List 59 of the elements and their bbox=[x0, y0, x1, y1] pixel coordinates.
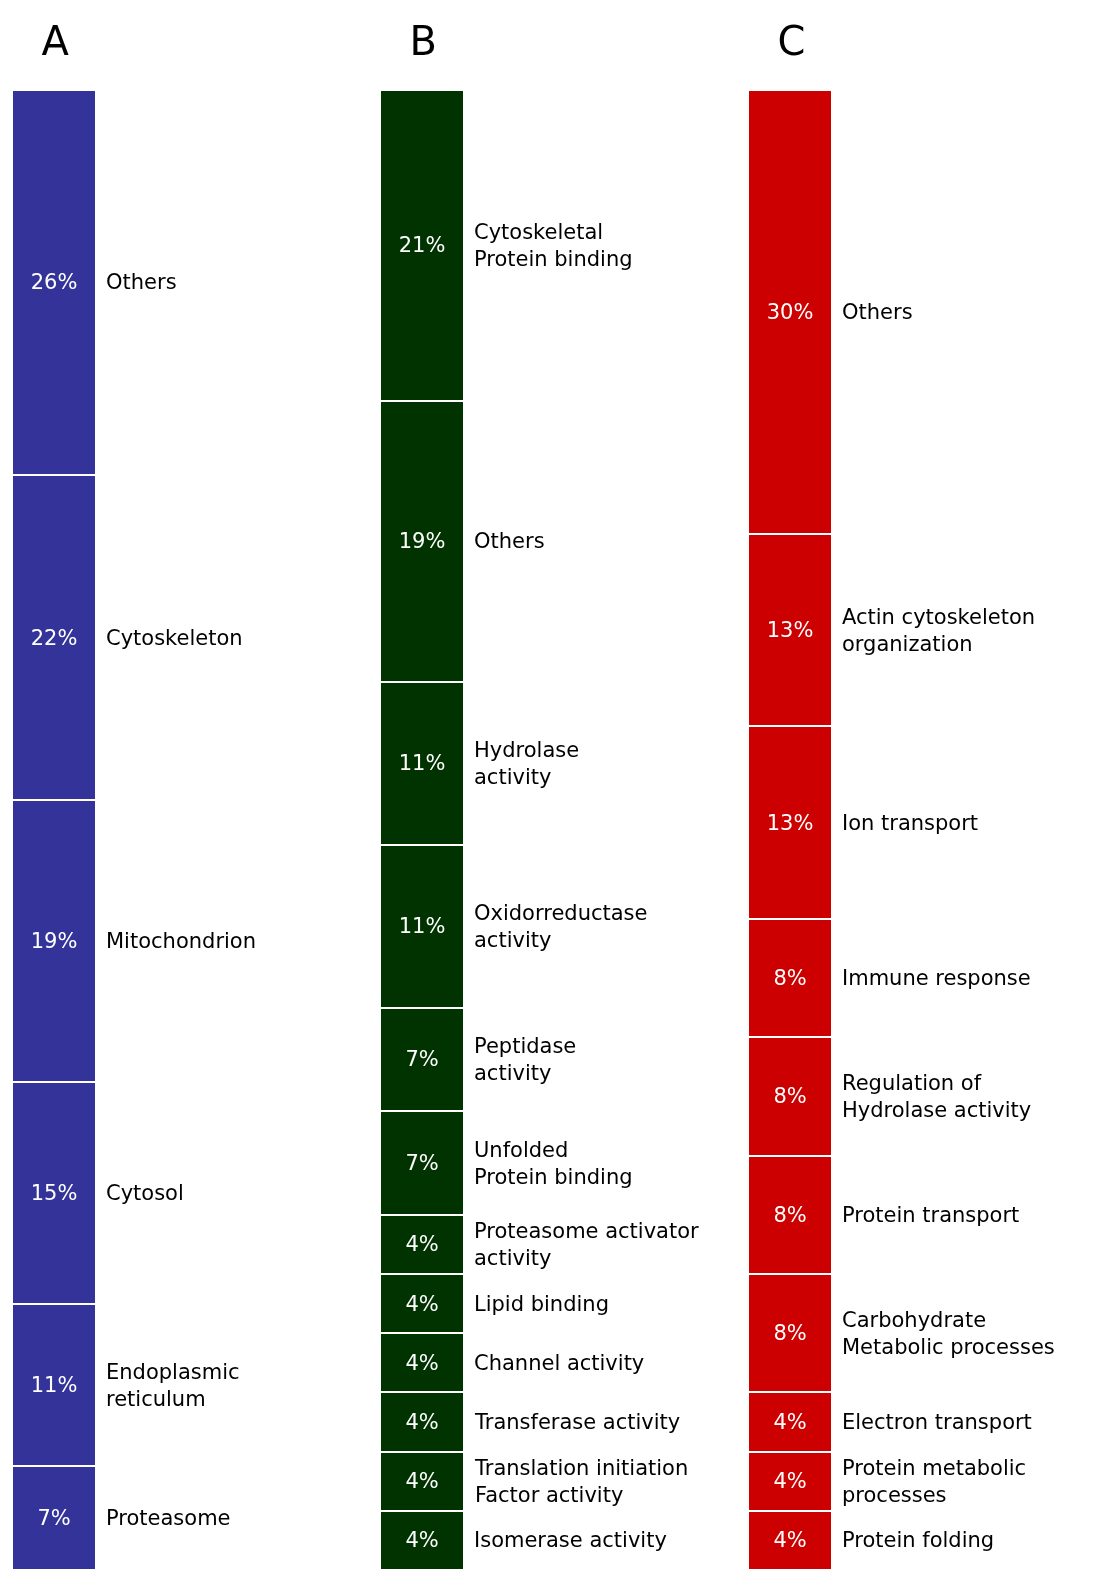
data-label: 4% bbox=[773, 1528, 807, 1553]
data-label: 11% bbox=[398, 914, 446, 939]
series-label: Cytoskeletal Protein binding bbox=[474, 220, 633, 272]
data-label: 4% bbox=[405, 1350, 439, 1375]
series-label: Others bbox=[106, 270, 177, 294]
series-label: Carbohydrate Metabolic processes bbox=[842, 1308, 1055, 1360]
series-label: Regulation of Hydrolase activity bbox=[842, 1071, 1032, 1123]
data-label: 22% bbox=[30, 625, 78, 650]
data-label: 11% bbox=[398, 751, 446, 776]
chart-title: A bbox=[41, 18, 70, 65]
series-label: Immune response bbox=[842, 966, 1031, 990]
data-label: 15% bbox=[30, 1180, 78, 1205]
series-label: Ion transport bbox=[842, 811, 979, 835]
data-label: 8% bbox=[773, 1084, 807, 1109]
series-label: Unfolded Protein binding bbox=[474, 1138, 633, 1190]
data-label: 4% bbox=[405, 1291, 439, 1316]
data-label: 13% bbox=[766, 810, 814, 835]
series-label: Others bbox=[474, 529, 545, 553]
series-label: Endoplasmic reticulum bbox=[106, 1360, 240, 1412]
series-label: Translation initiation Factor activity bbox=[474, 1456, 689, 1508]
series-label: Proteasome activator activity bbox=[474, 1219, 700, 1271]
chart-title: C bbox=[777, 18, 806, 65]
series-label: Oxidorreductase activity bbox=[474, 901, 648, 953]
data-label: 30% bbox=[766, 300, 814, 324]
data-label: 4% bbox=[405, 1469, 439, 1494]
series-label: Protein metabolic processes bbox=[842, 1456, 1027, 1508]
data-label: 26% bbox=[30, 270, 78, 295]
data-label: 13% bbox=[766, 618, 814, 643]
data-label: 7% bbox=[405, 1047, 439, 1072]
series-label: Mitochondrion bbox=[106, 929, 257, 953]
series-label: Lipid binding bbox=[474, 1292, 609, 1316]
data-label: 8% bbox=[773, 1321, 807, 1346]
series-label: Others bbox=[842, 300, 913, 324]
series-label: Protein folding bbox=[842, 1528, 995, 1552]
data-label: 8% bbox=[773, 1202, 807, 1227]
data-label: 8% bbox=[773, 966, 807, 990]
series-label: Proteasome bbox=[106, 1506, 231, 1530]
series-label: Peptidase activity bbox=[474, 1034, 577, 1086]
series-label: Isomerase activity bbox=[474, 1528, 667, 1552]
data-label: 4% bbox=[773, 1410, 807, 1434]
data-label: 21% bbox=[398, 233, 446, 258]
data-label: 19% bbox=[30, 929, 78, 953]
series-label: Cytoskeleton bbox=[106, 626, 243, 650]
series-label: Transferase activity bbox=[474, 1410, 681, 1434]
data-label: 19% bbox=[398, 529, 446, 554]
chart-title: B bbox=[409, 18, 437, 65]
series-label: Actin cytoskeleton organization bbox=[842, 605, 1036, 657]
data-label: 7% bbox=[37, 1506, 71, 1531]
data-label: 4% bbox=[405, 1528, 439, 1553]
series-label: Hydrolase activity bbox=[474, 738, 580, 790]
series-label: Protein transport bbox=[842, 1203, 1020, 1227]
data-label: 4% bbox=[405, 1232, 439, 1257]
series-label: Electron transport bbox=[842, 1410, 1032, 1434]
data-label: 4% bbox=[773, 1469, 807, 1494]
data-label: 4% bbox=[405, 1410, 439, 1434]
data-label: 11% bbox=[30, 1373, 78, 1397]
series-label: Channel activity bbox=[474, 1351, 645, 1375]
series-label: Cytosol bbox=[106, 1181, 184, 1205]
data-label: 7% bbox=[405, 1151, 439, 1175]
